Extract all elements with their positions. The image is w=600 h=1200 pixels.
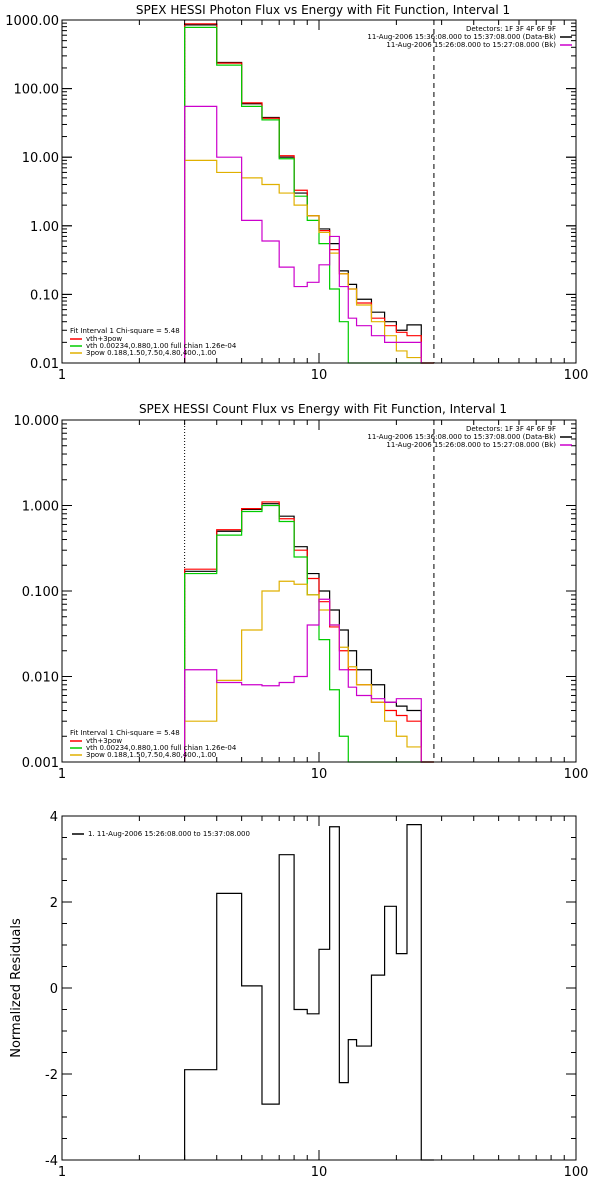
residuals-panel: 1 10 100 -4 -2 0 2 4 Normalized Residuals 1. 11… (9, 810, 588, 1180)
x-tick-label: 100 (564, 767, 589, 782)
y-tick-label: 1.00 (30, 220, 59, 235)
residuals-legend: 1. 11-Aug-2006 15:26:08.000 to 15:37:08.… (72, 830, 250, 838)
y-tick-label: 4 (50, 810, 58, 825)
count-flux-legend-top-right: Detectors: 1F 3F 4F 6F 9F 11-Aug-2006 15… (367, 425, 572, 449)
photon-flux-panel: SPEX HESSI Photon Flux vs Energy with Fi… (5, 3, 588, 383)
legend-detectors-text: Detectors: 1F 3F 4F 6F 9F (466, 425, 556, 433)
legend-vth3pow-text: vth+3pow (86, 737, 122, 745)
count-flux-panel: SPEX HESSI Count Flux vs Energy with Fit… (14, 402, 589, 782)
legend-fit-interval-text: Fit Interval 1 Chi-square = 5.48 (70, 729, 180, 737)
residuals-ylabel: Normalized Residuals (9, 918, 24, 1058)
x-tick-label: 10 (311, 368, 328, 383)
y-tick-label: 1000.00 (5, 14, 59, 29)
count-flux-legend-bottom-left: Fit Interval 1 Chi-square = 5.48 vth+3po… (70, 729, 237, 759)
count-flux-title: SPEX HESSI Count Flux vs Energy with Fit… (139, 402, 507, 416)
legend-bk-text: 11-Aug-2006 15:26:08.000 to 15:27:08.000… (386, 41, 556, 49)
x-tick-label: 1 (58, 1165, 66, 1180)
y-tick-label: 0.001 (22, 756, 59, 771)
y-tick-label: -4 (45, 1154, 58, 1169)
series-background-line (184, 598, 434, 763)
photon-flux-legend-bottom-left: Fit Interval 1 Chi-square = 5.48 vth+3po… (70, 327, 237, 357)
y-tick-label: 0.01 (30, 357, 59, 372)
legend-vth3pow-text: vth+3pow (86, 335, 122, 343)
y-tick-label: 0.10 (30, 288, 59, 303)
legend-residuals-text: 1. 11-Aug-2006 15:26:08.000 to 15:37:08.… (88, 830, 250, 838)
y-tick-label: -2 (45, 1068, 58, 1083)
y-tick-label: 2 (50, 896, 58, 911)
legend-vth-text: vth 0.00234,0.880,1.00 full chian 1.26e-… (86, 342, 237, 350)
legend-vth-text: vth 0.00234,0.880,1.00 full chian 1.26e-… (86, 744, 237, 752)
x-tick-label: 100 (564, 368, 589, 383)
y-tick-label: 0.010 (22, 671, 59, 686)
legend-fit-interval-text: Fit Interval 1 Chi-square = 5.48 (70, 327, 180, 335)
x-tick-label: 100 (564, 1165, 589, 1180)
x-tick-label: 10 (311, 767, 328, 782)
legend-data-bk-text: 11-Aug-2006 15:36:08.000 to 15:37:08.000… (367, 33, 556, 41)
y-tick-label: 100.00 (14, 83, 60, 98)
legend-3pow-text: 3pow 0.188,1.50,7.50,4.80,400.,1.00 (86, 349, 216, 357)
legend-detectors-text: Detectors: 1F 3F 4F 6F 9F (466, 25, 556, 33)
series-data-line (184, 824, 434, 1161)
x-tick-label: 1 (58, 767, 66, 782)
y-tick-label: 0.100 (22, 585, 59, 600)
y-tick-label: 0 (50, 982, 58, 997)
legend-3pow-text: 3pow 0.188,1.50,7.50,4.80,400.,1.00 (86, 751, 216, 759)
series-total-fit-line (184, 501, 434, 763)
legend-bk-text: 11-Aug-2006 15:26:08.000 to 15:27:08.000… (386, 441, 556, 449)
y-tick-label: 10.000 (14, 414, 60, 429)
series-background-line (184, 105, 434, 364)
x-tick-label: 1 (58, 368, 66, 383)
legend-data-bk-text: 11-Aug-2006 15:36:08.000 to 15:37:08.000… (367, 433, 556, 441)
x-tick-label: 10 (311, 1165, 328, 1180)
y-tick-label: 1.000 (22, 500, 59, 515)
photon-flux-title: SPEX HESSI Photon Flux vs Energy with Fi… (136, 3, 510, 17)
y-tick-label: 10.00 (22, 151, 59, 166)
photon-flux-legend-top-right: Detectors: 1F 3F 4F 6F 9F 11-Aug-2006 15… (367, 25, 572, 49)
